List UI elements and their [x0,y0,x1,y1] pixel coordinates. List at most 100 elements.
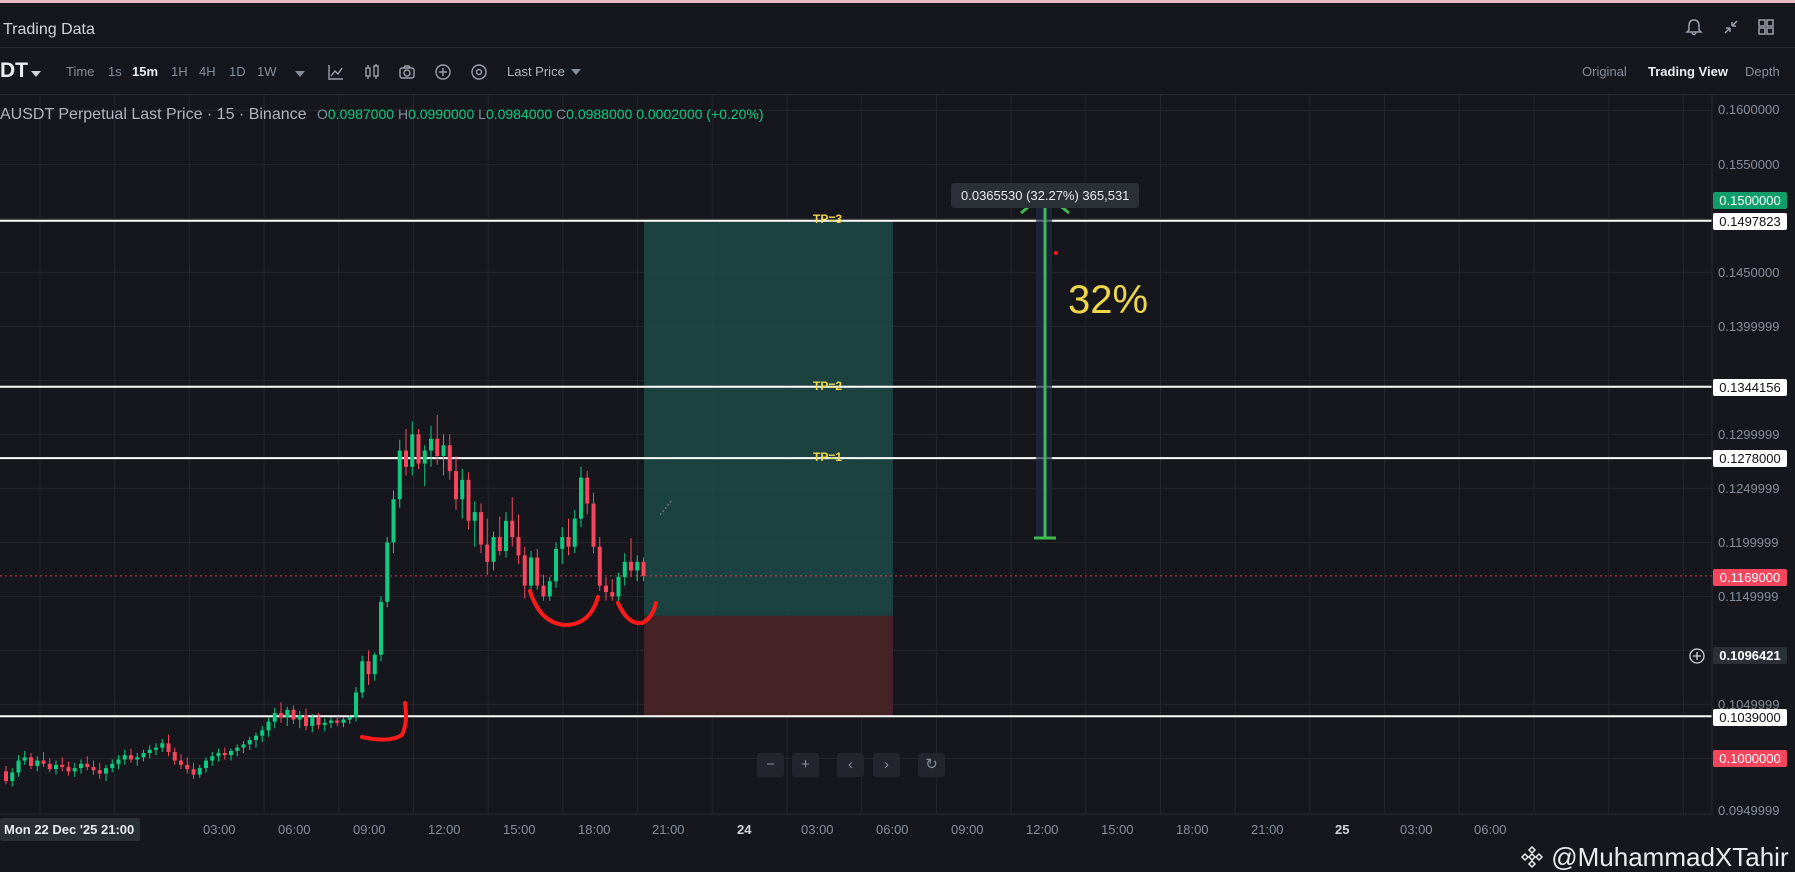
price-axis-label: 0.1600000 [1718,102,1780,117]
legend-close: 0.0988000 [566,106,633,122]
timeframe-15m[interactable]: 15m [132,64,159,79]
candle-body [4,771,8,782]
watermark: @MuhammadXTahir [1520,844,1789,870]
tp1-label: TP=1 [813,450,843,464]
indicator-icon[interactable] [326,62,346,82]
time-axis-label: 25 [1335,822,1350,837]
hand-drawn-mark [360,701,408,742]
candle-body [354,692,358,718]
candle-body [491,537,496,562]
crosshair-time-chip: Mon 22 Dec '25 21:00 [0,818,141,841]
chart-type-icon[interactable] [362,62,382,82]
candle-body [216,753,221,757]
drawings [360,191,1070,742]
add-icon[interactable] [433,62,453,82]
candle-body [241,744,246,748]
candle-body [379,601,383,655]
candle-body [122,755,127,760]
price-chart[interactable] [0,95,1795,852]
timeframe-time[interactable]: Time [66,64,95,79]
candle-body [135,757,140,760]
candle-body [10,772,15,782]
price-type-caret-icon[interactable] [571,69,581,75]
candle-body [416,434,421,464]
tp2-label: TP=2 [813,379,843,393]
collapse-icon[interactable] [1721,17,1741,37]
candle-body [397,450,402,500]
legend-open: 0.0987000 [327,106,395,122]
price-axis-label: 0.1399999 [1718,319,1780,334]
price-axis-label: 0.1299999 [1718,427,1780,442]
time-axis-label: 03:00 [203,822,236,837]
candle-body [566,537,571,547]
candle-body [235,747,240,751]
candle-body [391,499,396,543]
legend-low: 0.0984000 [485,106,553,122]
price-axis-label: 0.0949999 [1718,803,1780,818]
zoom-out-button[interactable]: − [757,753,784,777]
price-axis-label: 0.1550000 [1718,157,1780,172]
legend-high: 0.0990000 [408,106,475,122]
candle-body [554,548,558,582]
scroll-left-button[interactable]: ‹ [837,753,864,777]
candle-body [429,438,433,451]
candle-body [454,471,458,500]
timeframe-1h[interactable]: 1H [171,64,188,79]
candle-body [329,720,333,723]
candle-body [485,544,490,562]
add-alert-icon[interactable] [1688,647,1706,665]
candle-body [641,561,646,576]
candle-body [204,760,208,769]
candle-body [166,743,171,752]
candle-body [260,730,265,736]
chart-toolbar: DT Time 1s 15m 1H 4H 1D 1W Last Price Or… [0,49,1795,95]
view-tab-original[interactable]: Original [1582,64,1627,79]
timeframe-1s[interactable]: 1s [108,64,122,79]
legend-title: AUSDT Perpetual Last Price · 15 · Binanc… [0,106,307,123]
candle-body [547,581,552,597]
settings-icon[interactable] [469,62,489,82]
time-axis-label: 18:00 [1176,822,1209,837]
timeframe-4h[interactable]: 4H [199,64,216,79]
zoom-in-button[interactable]: + [792,753,819,777]
candle-body [310,717,315,726]
timeframe-1w[interactable]: 1W [257,64,277,79]
reset-chart-button[interactable]: ↻ [918,753,945,777]
candle-body [316,717,321,725]
candle-body [147,749,152,753]
legend-close-key: C [556,106,567,122]
view-tab-trading-view[interactable]: Trading View [1648,64,1728,79]
legend-high-key: H [397,106,409,122]
candle-body [279,713,283,718]
time-axis-label: 21:00 [652,822,685,837]
symbol-caret-icon[interactable] [31,71,41,77]
legend-open-key: O [316,106,328,122]
candle-body [154,747,158,750]
price-type-selector[interactable]: Last Price [507,64,565,79]
candle-body [104,768,108,774]
candle-body [54,764,58,770]
scroll-right-button[interactable]: › [873,753,900,777]
candle-body [610,592,615,597]
timeframe-1d[interactable]: 1D [229,64,246,79]
timeframe-more-icon[interactable] [295,71,305,77]
bell-icon[interactable] [1684,17,1704,37]
symbol-selector[interactable]: DT [0,59,28,82]
view-tab-depth[interactable]: Depth [1745,64,1780,79]
time-axis-label: 21:00 [1251,822,1284,837]
candle-body [579,477,583,519]
tp2-price-tag: 0.1344156 [1713,379,1787,396]
time-axis-label: 12:00 [1026,822,1059,837]
candle-body [60,764,65,768]
candle-body [304,715,308,726]
candle-body [541,585,546,597]
candle-body [16,760,21,773]
layout-grid-icon[interactable] [1756,17,1776,37]
camera-icon[interactable] [397,62,417,82]
candle-body [335,720,340,723]
candle-body [129,755,133,760]
candle-body [616,576,621,597]
price-axis-label: 0.1049999 [1718,697,1780,712]
candle-body [629,561,633,571]
candle-body [185,764,190,770]
